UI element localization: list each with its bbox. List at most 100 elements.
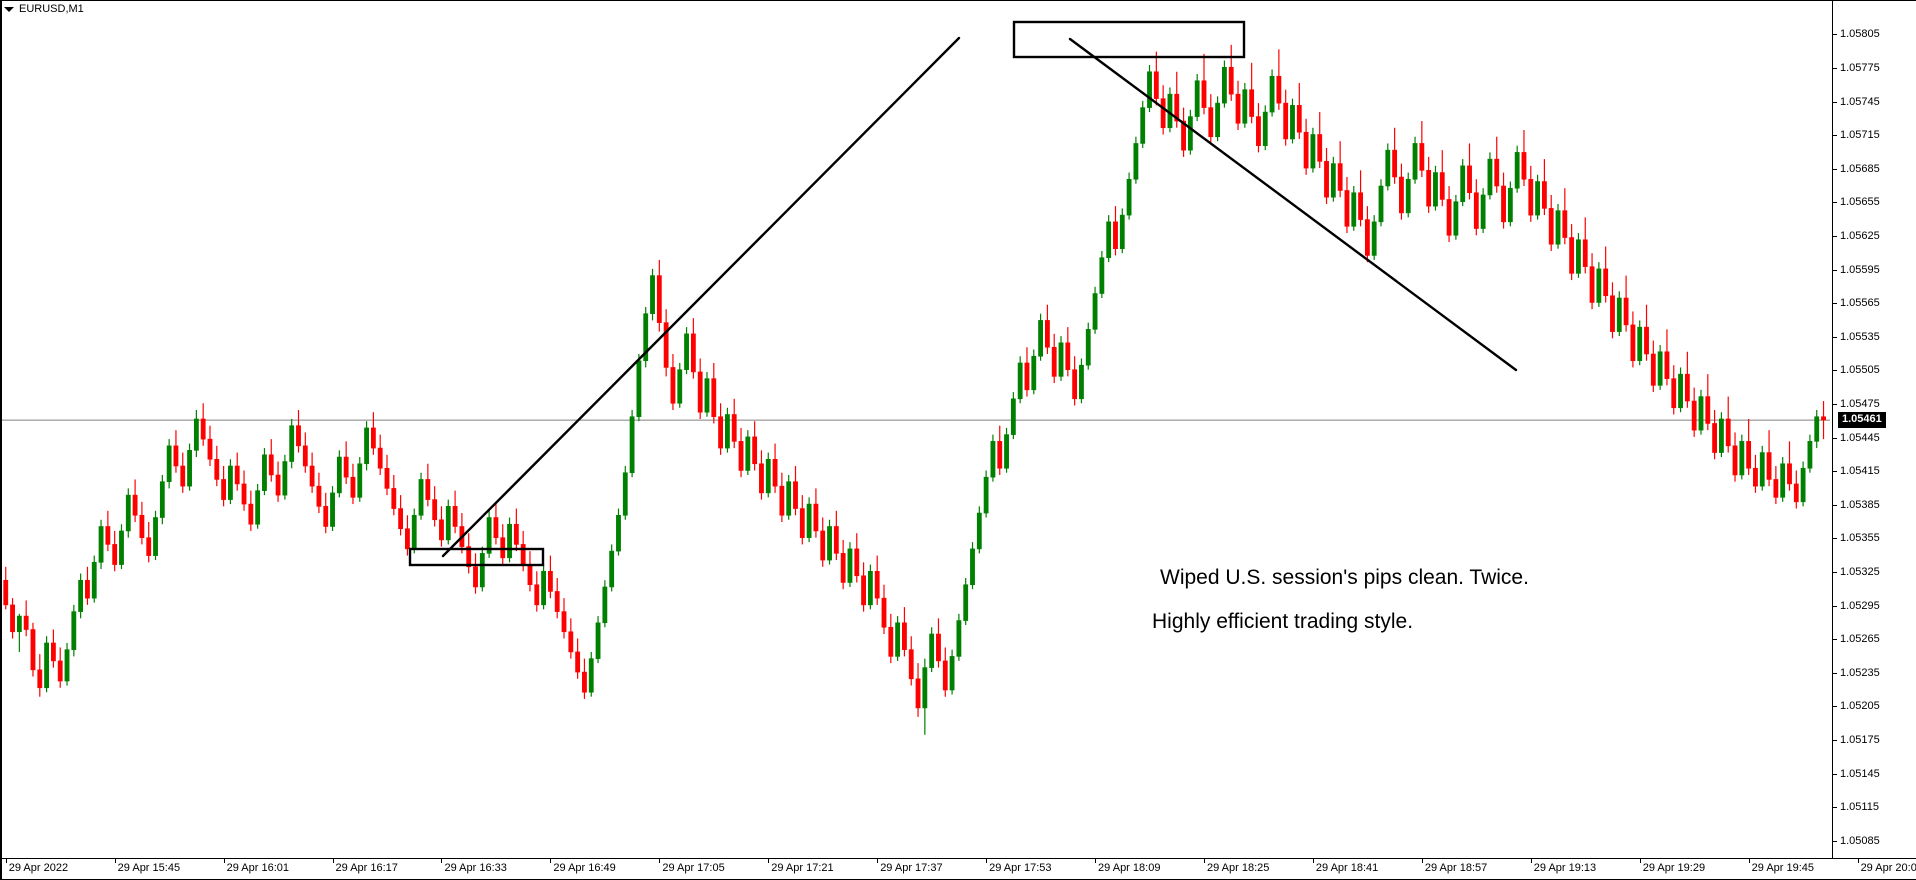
price-tick: 1.05805 [1832, 29, 1880, 41]
tick-dash [1530, 859, 1532, 863]
candle-body [30, 629, 36, 671]
candle-body [1548, 208, 1554, 245]
tick-dash [1832, 739, 1837, 741]
candle-body [582, 671, 587, 693]
candle-body [1521, 152, 1527, 180]
candlestick-series [2, 20, 1830, 735]
price-axis[interactable]: 1.05805 1.05775 1.05745 1.05715 1.05685 1.056… [1832, 0, 1916, 858]
time-axis[interactable]: 29 Apr 2022 29 Apr 15:45 29 Apr 16:01 29 Ap… [0, 858, 1916, 880]
price-tick-label: 1.05325 [1840, 565, 1880, 578]
candle-body [656, 275, 662, 323]
support-zone-rectangle [408, 547, 545, 567]
candle-body [684, 333, 689, 370]
candle-body [1119, 214, 1125, 250]
tick-dash [659, 859, 661, 863]
tick-dash [1095, 859, 1097, 863]
tick-dash [1832, 571, 1837, 573]
candle-body [1399, 176, 1404, 214]
downtrend-line [1068, 37, 1518, 372]
candle-body [309, 465, 315, 487]
candle-body [1678, 373, 1683, 409]
candle-body [718, 416, 724, 449]
candle-body [568, 631, 574, 653]
candle-body [963, 584, 969, 621]
candle-body [1807, 441, 1813, 469]
candle-body [752, 436, 758, 465]
time-tick-label: 29 Apr 18:09 [1098, 862, 1161, 874]
price-tick: 1.05415 [1832, 466, 1880, 478]
time-tick-label: 29 Apr 16:17 [335, 862, 398, 874]
candle-body [1385, 149, 1391, 187]
candle-body [323, 506, 329, 527]
price-tick: 1.05655 [1832, 197, 1880, 209]
chart-annotation-text: Wiped U.S. session's pips clean. Twice. … [1152, 556, 1529, 644]
candle-body [1378, 185, 1384, 223]
candle-body [1725, 418, 1731, 447]
candle-body [1473, 192, 1479, 229]
tick-dash [1639, 859, 1641, 863]
candle-body [1712, 423, 1718, 453]
caret-down-icon[interactable] [4, 6, 14, 12]
candle-body [85, 579, 90, 599]
candle-body [1814, 416, 1820, 442]
tick-dash [1832, 370, 1837, 372]
candle-body [187, 450, 192, 487]
candle-body [622, 472, 628, 516]
candle-body [139, 514, 145, 538]
uptrend-line [441, 36, 961, 558]
candle-body [922, 667, 928, 709]
candle-body [350, 476, 356, 498]
price-tick-label: 1.05295 [1840, 599, 1880, 612]
price-tick-label: 1.05385 [1840, 498, 1880, 511]
time-tick-label: 29 Apr 19:13 [1533, 862, 1597, 874]
time-axis-divider [0, 858, 1916, 859]
candle-body [1773, 479, 1779, 498]
candle-body [1133, 143, 1139, 180]
time-tick-label: 29 Apr 18:25 [1206, 862, 1270, 874]
candle-body [554, 591, 560, 612]
time-tick-label: 29 Apr 16:49 [553, 862, 616, 874]
candle-body [125, 494, 131, 532]
candle-body [602, 586, 608, 624]
price-tick-label: 1.05805 [1840, 28, 1880, 41]
tick-dash [1832, 269, 1837, 271]
tick-dash [1203, 859, 1205, 863]
candle-body [1487, 158, 1493, 196]
price-tick-label: 1.05265 [1840, 633, 1880, 646]
candle-body [1215, 102, 1221, 138]
candle-body [588, 658, 594, 693]
time-tick-label: 29 Apr 18:57 [1424, 862, 1488, 874]
candle-body [1800, 467, 1806, 503]
candle-body [241, 483, 247, 505]
symbol-bar[interactable]: EURUSD,M1 [4, 1, 84, 17]
candle-body [1256, 116, 1261, 146]
candle-body [772, 458, 778, 487]
tick-dash [1832, 303, 1837, 305]
candle-body [439, 519, 444, 541]
price-tick: 1.05565 [1832, 298, 1880, 310]
candle-body [493, 517, 499, 538]
time-tick-label: 29 Apr 2022 [8, 862, 69, 874]
candle-body [1650, 353, 1656, 386]
price-tick-label: 1.05235 [1840, 666, 1880, 679]
candle-body [343, 456, 349, 478]
candle-body [282, 461, 288, 496]
drawings-group [408, 20, 1518, 567]
price-tick-label: 1.05715 [1840, 129, 1880, 142]
tick-dash [1832, 235, 1837, 237]
candle-body [1364, 219, 1370, 256]
price-tick-label: 1.05625 [1840, 229, 1880, 242]
candle-body [1718, 418, 1724, 453]
candle-body [1705, 396, 1711, 424]
candle-body [997, 441, 1003, 469]
candle-body [779, 485, 785, 516]
price-tick: 1.05265 [1832, 634, 1880, 646]
tick-dash [1748, 859, 1750, 863]
chart-plot-area[interactable] [2, 18, 1830, 858]
candle-body [132, 494, 138, 516]
candle-body [813, 503, 819, 532]
price-axis-divider [1832, 0, 1833, 858]
candle-body [1582, 239, 1588, 267]
time-tick-label: 29 Apr 17:37 [880, 862, 943, 874]
candle-body [1787, 463, 1792, 485]
